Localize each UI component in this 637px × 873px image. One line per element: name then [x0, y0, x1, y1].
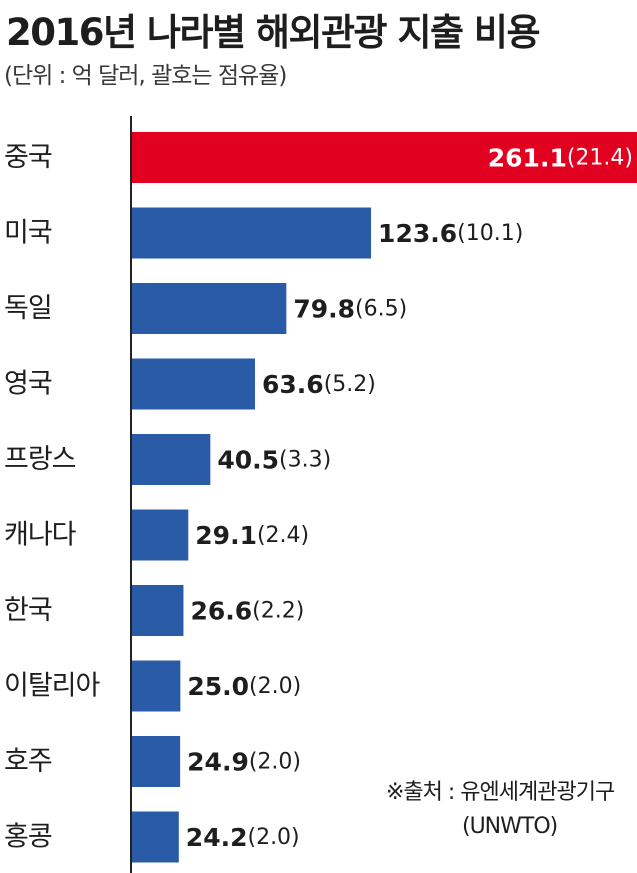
value-label: 79.8(6.5)	[293, 294, 407, 323]
share-label: (2.4)	[257, 523, 309, 548]
bar-3	[132, 283, 287, 334]
value-label: 40.5(3.3)	[217, 445, 331, 474]
value-number: 24.2	[186, 823, 248, 852]
bar-group: 중국 261.1(21.4) 미국 123.6(10.1) 독일 79.8(6.5) 영국 6…	[4, 132, 637, 863]
source-org: (UNWTO)	[462, 814, 558, 839]
category-label: 캐나다	[4, 520, 77, 551]
bar-7	[132, 585, 184, 636]
value-number: 63.6	[262, 370, 324, 399]
value-number: 26.6	[190, 596, 252, 625]
value-label: 63.6(5.2)	[262, 370, 376, 399]
bar-8	[132, 660, 181, 712]
value-label: 261.1(21.4)	[488, 143, 633, 172]
category-label: 중국	[4, 142, 52, 173]
category-label: 한국	[4, 595, 52, 626]
bar-5	[132, 434, 211, 485]
share-label: (10.1)	[457, 221, 523, 246]
value-number: 25.0	[187, 672, 249, 701]
value-label: 123.6(10.1)	[378, 219, 523, 248]
value-number: 24.9	[187, 747, 249, 776]
bar-10	[132, 811, 179, 863]
share-label: (2.2)	[252, 598, 304, 623]
bar-6	[132, 509, 189, 561]
category-label: 영국	[4, 369, 52, 400]
category-label: 홍콩	[4, 822, 52, 853]
category-label: 이탈리아	[4, 671, 101, 702]
value-label: 24.2(2.0)	[186, 823, 300, 852]
share-label: (2.0)	[249, 749, 301, 774]
share-label: (5.2)	[324, 372, 376, 397]
chart-title: 2016년 나라별 해외관광 지출 비용	[6, 11, 540, 54]
source-label: ※출처 : 유엔세계관광기구	[386, 780, 615, 805]
chart-subtitle: (단위 : 억 달러, 괄호는 점유율)	[4, 63, 287, 89]
value-label: 26.6(2.2)	[190, 596, 304, 625]
bar-4	[132, 358, 256, 410]
value-number: 261.1	[488, 143, 567, 172]
value-number: 79.8	[293, 294, 355, 323]
category-label: 독일	[4, 293, 52, 324]
bar-9	[132, 736, 181, 787]
bar-1	[132, 132, 637, 183]
category-label: 미국	[4, 218, 52, 249]
share-label: (6.5)	[355, 296, 407, 321]
share-label: (2.0)	[247, 825, 299, 850]
value-label: 24.9(2.0)	[187, 747, 301, 776]
value-number: 40.5	[217, 445, 279, 474]
share-label: (2.0)	[249, 674, 301, 699]
share-label: (3.3)	[279, 447, 331, 472]
source-note: ※출처 : 유엔세계관광기구 (UNWTO)	[386, 776, 615, 844]
value-label: 29.1(2.4)	[195, 521, 309, 550]
category-label: 호주	[4, 746, 52, 777]
value-label: 25.0(2.0)	[187, 672, 301, 701]
bar-2	[132, 207, 372, 259]
value-number: 29.1	[195, 521, 257, 550]
category-label: 프랑스	[4, 444, 76, 475]
value-number: 123.6	[378, 219, 457, 248]
share-label: (21.4)	[567, 145, 633, 170]
